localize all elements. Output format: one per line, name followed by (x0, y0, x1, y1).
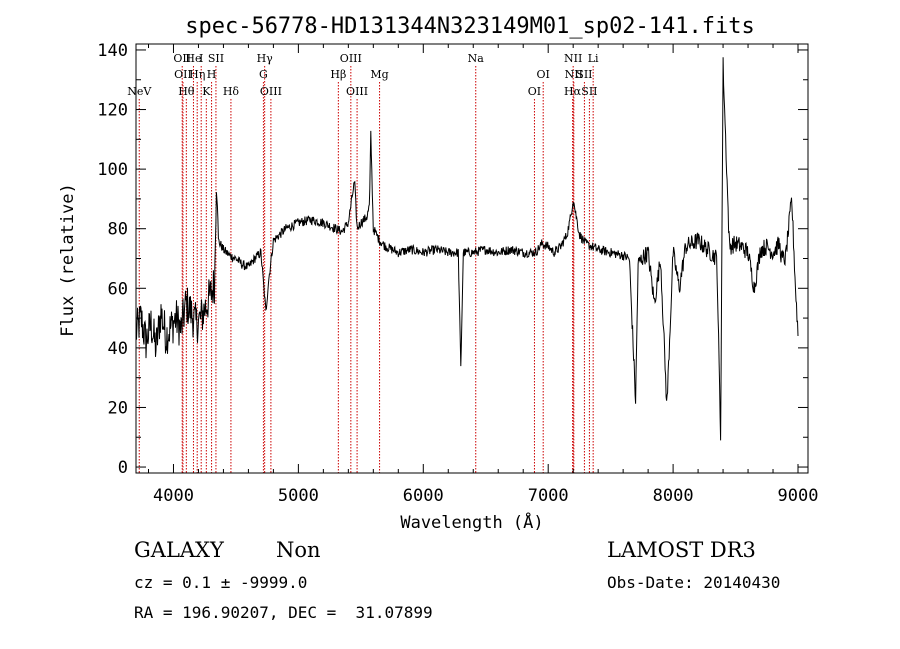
emission-line-label: NeV (127, 85, 152, 98)
emission-line-label: OI (537, 68, 550, 81)
y-tick-label: 60 (108, 279, 128, 299)
redshift-text: cz = 0.1 ± -9999.0 (134, 573, 308, 592)
emission-line-label: Mg (370, 68, 388, 81)
emission-line-label: Na (468, 52, 485, 65)
y-axis-ticks: 0 20 40 60 80 100 120 140 (97, 41, 808, 478)
y-tick-label: 40 (108, 339, 128, 359)
y-tick-label: 20 (108, 398, 128, 418)
emission-line-label: Hγ (257, 52, 274, 65)
emission-line-label: OIII (260, 85, 282, 98)
x-tick-label: 8000 (653, 486, 694, 506)
emission-line-label: OII (173, 52, 191, 65)
x-tick-label: 5000 (278, 486, 319, 506)
emission-line-label: I (199, 52, 203, 65)
emission-line-label: SII (208, 52, 224, 65)
x-tick-label: 9000 (778, 486, 819, 506)
spectrum-line (135, 57, 799, 441)
emission-line-label: G (259, 68, 268, 81)
emission-line-label: K (202, 85, 211, 98)
x-tick-label: 7000 (528, 486, 569, 506)
x-tick-label: 4000 (153, 486, 194, 506)
emission-line-label: SII (576, 68, 592, 81)
emission-line-label: OIII (346, 85, 368, 98)
obs-date: Obs-Date: 20140430 (607, 573, 781, 592)
emission-line-label: Hα (564, 85, 582, 98)
object-subclass: Non (276, 538, 321, 562)
x-tick-label: 6000 (403, 486, 444, 506)
emission-line-label: Li (588, 52, 599, 65)
y-tick-label: 0 (118, 458, 128, 478)
y-tick-label: 100 (97, 160, 128, 180)
chart-title: spec-56778-HD131344N323149M01_sp02-141.f… (185, 14, 755, 39)
y-tick-label: 120 (97, 101, 128, 121)
emission-line-label: SII (581, 85, 597, 98)
survey-name: LAMOST DR3 (607, 538, 756, 562)
plot-frame (135, 43, 809, 474)
emission-line-label: NII (564, 52, 582, 65)
emission-line-label: Hη (189, 68, 205, 81)
emission-line-label: Hθ (178, 85, 195, 98)
emission-line-markers (138, 66, 594, 473)
x-axis-ticks: 4000 5000 6000 7000 8000 9000 (147, 44, 819, 506)
emission-line-label: OIII (340, 52, 362, 65)
coordinates: RA = 196.90207, DEC = 31.07899 (134, 603, 433, 622)
emission-line-label: OII (174, 68, 192, 81)
emission-line-label: Hδ (223, 85, 240, 98)
emission-line-label: He (185, 52, 201, 65)
y-tick-label: 140 (97, 41, 128, 61)
emission-line-labels: NeVOIIOIIHθHeHηIKHSIIHδHγGOIIIHβOIIIOIII… (127, 52, 599, 98)
emission-line-label: H (207, 68, 217, 81)
emission-line-label: NII (565, 68, 583, 81)
x-axis-label: Wavelength (Å) (400, 511, 543, 533)
emission-line-label: OI (528, 85, 541, 98)
y-axis-label: Flux (relative) (58, 183, 78, 337)
y-tick-label: 80 (108, 220, 128, 240)
emission-line-label: Hβ (330, 68, 346, 81)
object-class: GALAXY (134, 538, 224, 562)
